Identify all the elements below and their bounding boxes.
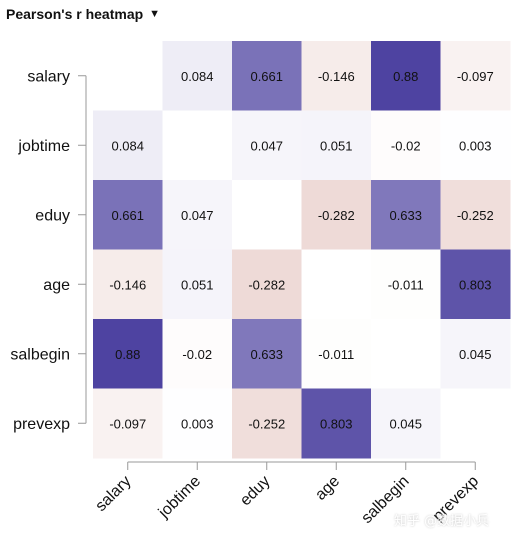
y-axis-tick-label: salbegin (10, 346, 70, 363)
heatmap-cell (232, 388, 302, 459)
heatmap-cell (440, 110, 511, 181)
cell-value-label: 0.803 (459, 277, 492, 292)
cell-value-label: 0.661 (250, 69, 283, 84)
heatmap-cell (162, 180, 233, 250)
heatmap-cell (440, 249, 511, 320)
heatmap-cell (371, 249, 441, 320)
cell-value-label: -0.097 (457, 69, 494, 84)
heatmap-cell (440, 180, 511, 250)
x-axis-tick-label: salary (92, 473, 134, 515)
heatmap-cell (301, 110, 372, 181)
cell-value-label: 0.661 (111, 208, 144, 223)
cell-value-label: -0.282 (248, 277, 285, 292)
heatmap-cell (371, 180, 441, 250)
y-axis-tick-label: age (43, 277, 70, 294)
heatmap-cell (371, 110, 441, 181)
y-axis-tick-label: prevexp (13, 416, 70, 433)
cell-value-label: 0.045 (389, 416, 422, 431)
cell-value-label: 0.003 (181, 416, 214, 431)
heatmap-cell (371, 319, 441, 389)
heatmap-cell (301, 249, 372, 320)
heatmap-cell (93, 319, 163, 389)
y-axis-tick-label: eduy (35, 207, 70, 224)
x-axis-tick-label: age (312, 473, 343, 504)
watermark-text: 知乎 @数据小兵 (394, 514, 490, 529)
cell-value-label: 0.051 (320, 138, 353, 153)
heatmap-cell (301, 319, 372, 389)
heatmap-cell (232, 41, 302, 111)
heatmap-cell (232, 249, 302, 320)
heatmap-cell (440, 319, 511, 389)
heatmap-cell (371, 41, 441, 111)
cell-value-label: -0.02 (182, 347, 212, 362)
heatmap-cell (232, 110, 302, 181)
cell-value-label: -0.02 (391, 138, 421, 153)
heatmap-cell (440, 41, 511, 111)
heatmap-cell (93, 41, 163, 111)
cell-value-label: 0.045 (459, 347, 492, 362)
heatmap-cell (162, 41, 233, 111)
cell-value-label: 0.084 (181, 69, 214, 84)
heatmap-cell (301, 41, 372, 111)
cell-value-label: -0.282 (318, 208, 355, 223)
cell-value-label: 0.633 (389, 208, 422, 223)
heatmap-cell (162, 110, 233, 181)
cell-value-label: 0.084 (111, 138, 144, 153)
heatmap-cell (232, 180, 302, 250)
heatmap-cell (93, 388, 163, 459)
heatmap-cell (301, 180, 372, 250)
heatmap-cell (440, 388, 511, 459)
heatmap-cell (93, 110, 163, 181)
chart-title: Pearson's r heatmap (6, 6, 144, 22)
cell-value-label: -0.252 (248, 416, 285, 431)
x-axis-tick-label: jobtime (155, 473, 204, 522)
cell-value-label: 0.88 (115, 347, 140, 362)
cell-value-label: 0.051 (181, 277, 214, 292)
cell-value-label: 0.633 (250, 347, 283, 362)
heatmap-cell (232, 319, 302, 389)
heatmap-cell (162, 249, 233, 320)
cell-value-label: -0.146 (109, 277, 146, 292)
cell-value-label: -0.011 (388, 277, 424, 292)
cell-value-label: -0.011 (318, 347, 354, 362)
heatmap-cell (371, 388, 441, 459)
cell-value-label: 0.88 (393, 69, 418, 84)
y-axis-tick-label: jobtime (17, 138, 70, 155)
heatmap-cell (93, 249, 163, 320)
cell-value-label: -0.097 (109, 416, 146, 431)
cell-value-label: 0.047 (250, 138, 283, 153)
cell-value-label: -0.252 (457, 208, 494, 223)
heatmap-cell (301, 388, 372, 459)
cell-value-label: 0.803 (320, 416, 353, 431)
heatmap-cell (93, 180, 163, 250)
chart-title-dropdown[interactable]: Pearson's r heatmap ▼ (6, 6, 160, 22)
caret-down-icon[interactable]: ▼ (149, 7, 161, 20)
heatmap-cell (162, 319, 233, 389)
cell-value-label: 0.003 (459, 138, 492, 153)
cell-value-label: -0.146 (318, 69, 355, 84)
heatmap-cell (162, 388, 233, 459)
cell-value-label: 0.047 (181, 208, 214, 223)
x-axis-tick-label: eduy (237, 473, 274, 510)
y-axis-tick-label: salary (27, 68, 70, 85)
